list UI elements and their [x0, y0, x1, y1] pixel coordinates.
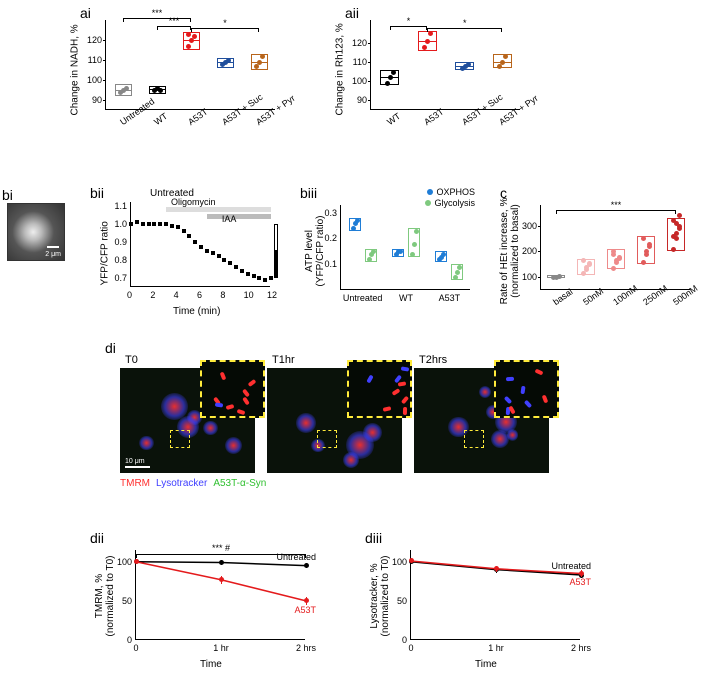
di-channel-legend: TMRMLysotrackerA53T-α-Syn — [120, 478, 272, 489]
panel-di: di T010 μmT1hrT2hrs TMRMLysotrackerA53T-… — [110, 340, 560, 505]
panel-ai-label: ai — [80, 5, 91, 21]
panel-dii: dii TMRM, % (normalized to T0) 05010001 … — [95, 530, 325, 670]
panel-di-label: di — [105, 340, 116, 356]
dii-xlabel: Time — [200, 659, 222, 670]
biii-ylabel: ATP level (YFP/CFP ratio) — [304, 206, 326, 296]
c-chart: 100200300basal50nM100nM250nM500nM*** — [540, 205, 690, 290]
di-image-row: T010 μmT1hrT2hrs — [120, 355, 560, 475]
dii-chart: 05010001 hr2 hrsUntreatedA53T*** # — [135, 550, 305, 640]
biii-chart: 0.10.20.3UntreatedWTA53TOXPHOSGlycolysis — [340, 205, 470, 290]
panel-bi-label: bi — [2, 187, 13, 203]
panel-biii: biii ATP level (YFP/CFP ratio) 0.10.20.3… — [300, 185, 480, 315]
panel-c: c Rate of HEt increase, % (normalized to… — [500, 185, 695, 315]
diii-xlabel: Time — [475, 659, 497, 670]
panel-bii: bii Untreated YFP/CFP ratio 0.70.80.91.0… — [95, 185, 275, 315]
bii-chart: 0.70.80.91.01.1024681012OligomycinIAA — [130, 202, 270, 287]
aii-chart: 90100110120WTA53TA53T + SucA53T + Pyr** — [370, 20, 520, 110]
bi-image: 2 μm — [7, 203, 65, 261]
panel-biii-label: biii — [300, 185, 317, 201]
panel-diii-label: diii — [365, 530, 382, 546]
bi-scaletext: 2 μm — [45, 251, 61, 258]
panel-bi: bi 2 μm — [0, 195, 70, 273]
ai-chart: 90100110120UntreatedWTA53TA53T + SucA53T… — [105, 20, 275, 110]
diii-chart: 05010001 hr2 hrsUntreatedA53T — [410, 550, 580, 640]
bii-xlabel: Time (min) — [173, 306, 220, 317]
panel-diii: diii Lysotracker, % (normalized to T0) 0… — [370, 530, 600, 670]
panel-aii: aii Change in Rh123, % 90100110120WTA53T… — [340, 5, 530, 155]
panel-bii-label: bii — [90, 185, 104, 201]
panel-ai: ai Change in NADH, % 90100110120Untreate… — [75, 5, 285, 155]
bi-scalebar — [47, 246, 59, 248]
panel-dii-label: dii — [90, 530, 104, 546]
panel-aii-label: aii — [345, 5, 359, 21]
